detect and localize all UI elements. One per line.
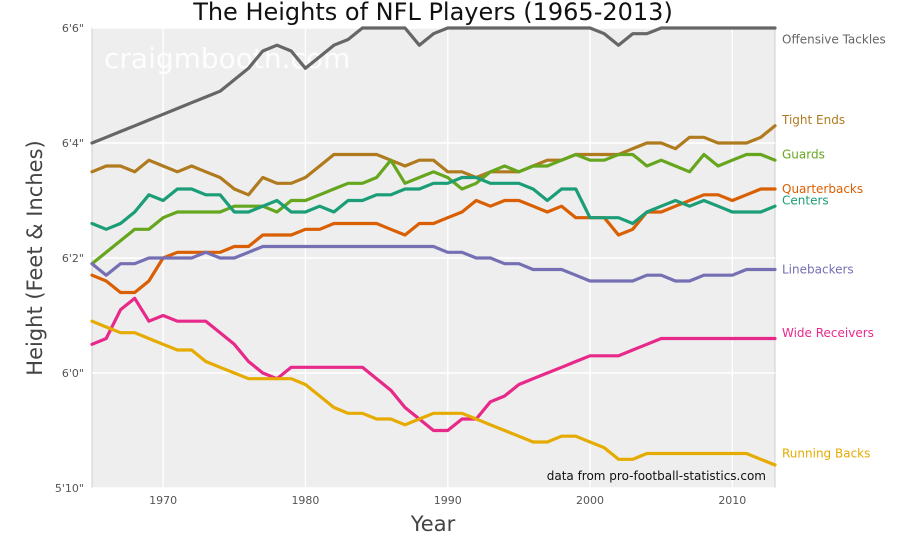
- series-line-centers: [90, 175, 777, 231]
- series-label-wide-receivers: Wide Receivers: [782, 326, 874, 340]
- y-axis-ticks: 5'10" 6'0" 6'2" 6'4" 6'6": [55, 22, 84, 495]
- x-axis-label: Year: [410, 512, 456, 536]
- series-label-linebackers: Linebackers: [782, 263, 854, 277]
- y-tick-label: 5'10": [55, 482, 84, 495]
- series-labels: Offensive Tackles Tight Ends Guards Quarter…: [781, 33, 886, 461]
- series-line-wide-receivers: [90, 296, 777, 433]
- y-tick-label: 6'6": [62, 22, 84, 35]
- series-label-guards: Guards: [782, 148, 825, 162]
- series-lines: [90, 26, 777, 467]
- series-label-tight-ends: Tight Ends: [781, 113, 845, 127]
- y-axis-label: Height (Feet & Inches): [23, 140, 47, 375]
- y-tick-label: 6'4": [62, 137, 84, 150]
- series-line-offensive-tackles: [90, 26, 777, 145]
- series-label-quarterbacks: Quarterbacks: [782, 182, 863, 196]
- watermark: craigmbooth.com: [104, 42, 350, 75]
- chart-title: The Heights of NFL Players (1965-2013): [192, 0, 673, 26]
- series-label-centers: Centers: [782, 194, 829, 208]
- y-tick-label: 6'2": [62, 252, 84, 265]
- series-label-running-backs: Running Backs: [782, 447, 870, 461]
- series-line-running-backs: [90, 319, 777, 467]
- x-tick-label: 1980: [291, 494, 319, 507]
- y-tick-label: 6'0": [62, 367, 84, 380]
- source-note: data from pro-football-statistics.com: [547, 469, 766, 483]
- series-line-tight-ends: [90, 124, 777, 197]
- x-tick-label: 1990: [434, 494, 462, 507]
- series-line-guards: [90, 152, 777, 266]
- grid: [92, 27, 775, 489]
- series-line-linebackers: [90, 244, 777, 283]
- x-tick-label: 2010: [718, 494, 746, 507]
- series-label-offensive-tackles: Offensive Tackles: [782, 33, 886, 47]
- x-tick-label: 1970: [149, 494, 177, 507]
- x-tick-label: 2000: [576, 494, 604, 507]
- x-axis-ticks: 1970 1980 1990 2000 2010: [149, 494, 746, 507]
